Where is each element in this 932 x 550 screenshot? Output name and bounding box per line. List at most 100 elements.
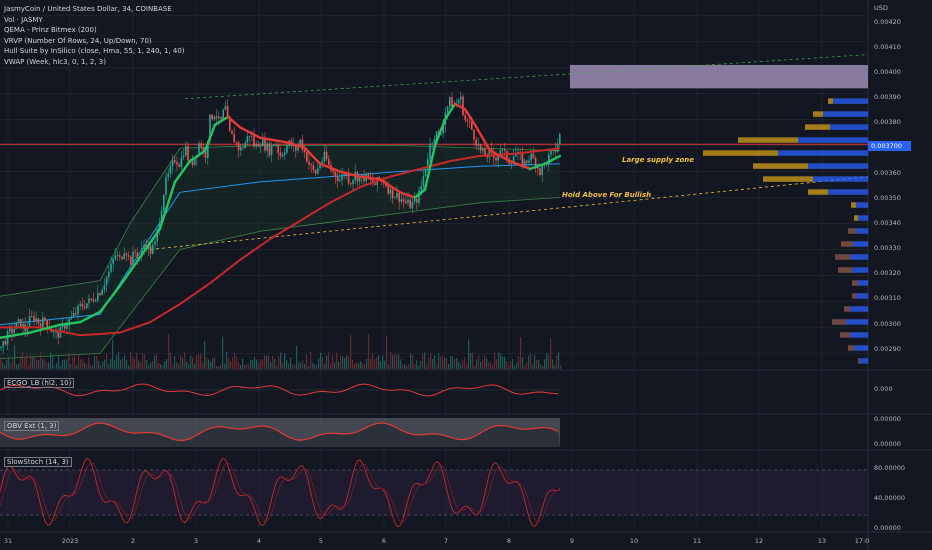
volume-bar [272,355,274,369]
volume-bar [20,356,22,369]
candle-body [389,189,392,194]
volume-bar [414,364,416,369]
price-axis[interactable]: USD 0.00420 0.00410 0.00400 0.00390 0.00… [868,0,932,550]
volume-profile-up-bar [867,74,868,81]
volume-profile-up-bar [823,111,868,117]
vwap-lower-band [0,197,561,359]
candle-body [369,178,372,181]
candle-body [484,148,486,157]
legend-qema[interactable]: QEMA - Prinz Bitmex (200) [4,26,97,34]
candle-body [431,143,433,145]
candle-body [398,193,400,202]
volume-bar [396,354,398,369]
obv-tick: 0.00000 [874,440,901,448]
volume-profile-down-bar [848,228,856,234]
volume-bar [496,359,498,369]
volume-bar [278,356,280,369]
candle-body [22,324,24,328]
symbol-title[interactable]: JasmyCoin / United States Dollar, 34, CO… [4,5,172,13]
candle-body [433,138,436,144]
hull-segment [118,256,142,288]
volume-bar [440,356,442,369]
candle-body [152,244,154,254]
volume-profile-down-bar [852,280,858,286]
volume-bar [4,364,6,369]
volume-profile-up-bar [860,358,868,364]
obv-pane-label[interactable]: OBV Ext (1, 3) [4,421,60,431]
volume-bar [548,354,550,369]
volume-bar [522,357,524,369]
hull-segment [453,102,467,111]
x-tick: 3 [193,537,199,545]
ecgo-pane-label[interactable]: ECGO_LB (hl2, 10) [4,378,75,388]
volume-bar [180,354,182,369]
volume-bar [360,361,362,369]
volume-bar [206,357,208,369]
volume-bar [70,363,72,369]
volume-bar [550,338,552,369]
volume-bar [64,359,66,369]
candle-body [277,144,279,153]
volume-bar [258,362,260,369]
volume-bar [386,336,388,369]
upper-trendline [184,54,869,100]
candle-body [46,319,48,328]
volume-bar [164,361,166,369]
volume-bar [106,353,108,369]
legend-hull[interactable]: Hull Suite by InSilico (close, Hma, 55, … [4,47,185,55]
candle-body [191,161,194,165]
legend-vwap[interactable]: VWAP (Week, hlc3, 0, 1, 2, 3) [4,57,106,66]
candle-body [332,170,334,172]
candle-body [90,298,92,300]
candle-body [198,143,200,156]
candle-body [497,154,499,161]
volume-bar [76,364,78,369]
candle-body [270,145,273,156]
candle-body [211,114,213,120]
volume-bar [374,359,376,369]
candle-body [237,142,240,151]
candle-body [310,164,312,166]
stoch-pane-label[interactable]: SlowStoch (14, 3) [4,457,72,467]
volume-bar [356,362,358,369]
legend-vrvp[interactable]: VRVP (Number Of Rows, 24, Up/Down, 70) [4,36,152,45]
volume-bar [172,364,174,369]
volume-bar [410,353,412,369]
candle-body [77,305,79,315]
candle-body [508,160,510,164]
volume-bar [528,355,530,369]
volume-bar [62,359,64,369]
volume-bar [176,362,178,369]
volume-bar [284,353,286,369]
legend-volume[interactable]: Vol · JASMY [4,15,43,24]
candle-body [255,144,257,147]
x-tick: 2023 [61,537,79,545]
candle-body [92,299,95,302]
volume-bar [194,364,196,369]
candle-body [165,176,167,195]
volume-bar [518,356,520,369]
candle-body [512,156,515,164]
candle-body [110,263,112,272]
hull-segment [78,310,102,324]
candle-body [352,180,354,185]
y-tick: 0.00310 [874,294,901,302]
volume-profile-down-bar [703,150,778,156]
volume-bar [376,357,378,369]
volume-bar [424,352,426,369]
candle-body [66,325,68,329]
volume-bar [282,362,284,369]
candle-body [284,152,286,155]
candle-body [244,142,246,149]
candle-body [350,183,352,185]
candle-body [224,106,227,110]
volume-profile-up-bar [850,254,868,260]
candle-body [182,155,185,158]
x-tick: 7 [443,537,449,545]
volume-bar [138,360,140,369]
candle-body [295,145,297,151]
candle-body [424,168,427,177]
volume-bar [8,356,10,369]
volume-bar [6,360,8,369]
